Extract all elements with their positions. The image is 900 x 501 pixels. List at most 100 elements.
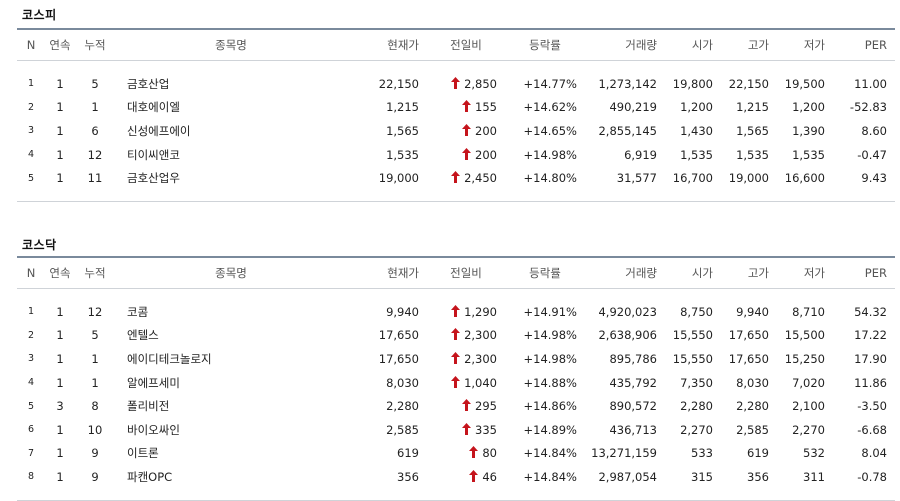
per-cell: -6.68 [857,422,887,437]
table-row: 1 1 5 금호산업 22,150 2,850 +14.77% 1,273,142 19,800… [17,72,895,96]
volume-cell: 6,919 [624,147,657,162]
streak-cell: 1 [56,147,64,162]
stock-name-link[interactable]: 파캔OPC [127,469,173,484]
cumulative-cell: 8 [91,399,99,414]
col-name-header: 종목명 [115,28,347,61]
up-arrow-icon [451,76,461,91]
open-cell: 16,700 [672,171,713,186]
col-n-header: N [17,28,45,61]
open-cell: 1,200 [680,100,713,115]
col-per-header: PER [833,28,895,61]
high-cell: 1,565 [736,123,769,138]
high-cell: 8,030 [736,375,769,390]
col-streak-header: 연속 [45,256,75,289]
cumulative-cell: 5 [91,328,99,343]
per-cell: -52.83 [849,100,887,115]
table-row: 4 1 12 티이씨앤코 1,535 200 +14.98% 6,919 1,535 1,535 1… [17,143,895,167]
price-cell: 17,650 [378,351,419,366]
high-cell: 9,940 [736,304,769,319]
price-cell: 356 [397,469,419,484]
stock-name-link[interactable]: 알에프세미 [127,375,180,390]
cumulative-cell: 9 [91,446,99,461]
col-cumulative-header: 누적 [75,256,115,289]
volume-cell: 435,792 [609,375,657,390]
low-cell: 16,600 [784,171,825,186]
rate-cell: +14.86% [523,399,578,414]
low-cell: 15,500 [784,328,825,343]
table-row: 3 1 6 신성에프에이 1,565 200 +14.65% 2,855,145 1,430 1,… [17,119,895,143]
kosdaq-title: 코스닥 [22,238,57,252]
table-row: 4 1 1 알에프세미 8,030 1,040 +14.88% 435,792 7,350 8,0… [17,371,895,395]
up-arrow-icon [451,304,461,319]
price-cell: 619 [397,446,419,461]
kospi-header: N 연속 누적 종목명 현재가 전일비 등락률 거래량 시가 고가 저가 PER [17,28,895,61]
volume-cell: 436,713 [609,422,657,437]
streak-cell: 1 [56,351,64,366]
per-cell: -0.47 [857,147,887,162]
cumulative-cell: 9 [91,469,99,484]
per-cell: 11.00 [854,76,887,91]
price-cell: 19,000 [378,171,419,186]
stock-name-link[interactable]: 폴리비전 [127,399,170,414]
high-cell: 1,535 [736,147,769,162]
stock-name-link[interactable]: 금호산업우 [127,171,180,186]
table-row: 5 3 8 폴리비전 2,280 295 +14.86% 890,572 2,280 2,280 2… [17,394,895,418]
rate-cell: +14.98% [523,147,578,162]
change-value: 155 [475,100,497,115]
high-cell: 619 [747,446,769,461]
open-cell: 315 [691,469,713,484]
rate-cell: +14.91% [523,304,578,319]
cumulative-cell: 12 [87,147,103,162]
volume-cell: 2,855,145 [598,123,657,138]
rate-cell: +14.84% [523,446,578,461]
streak-cell: 1 [56,446,64,461]
stock-name-link[interactable]: 신성에프에이 [127,123,191,138]
stock-name-link[interactable]: 엔텔스 [127,328,159,343]
high-cell: 22,150 [728,76,769,91]
col-high-header: 고가 [721,256,777,289]
stock-name-link[interactable]: 이트론 [127,446,159,461]
stock-name-link[interactable]: 바이오싸인 [127,422,180,437]
stock-name-link[interactable]: 코콤 [127,304,149,319]
high-cell: 356 [747,469,769,484]
row-number: 2 [27,101,35,113]
col-streak-header: 연속 [45,28,75,61]
low-cell: 2,270 [792,422,825,437]
stock-name-link[interactable]: 대호에이엘 [127,100,180,115]
row-number: 8 [27,471,35,483]
rate-cell: +14.98% [523,351,578,366]
change-value: 80 [482,446,497,461]
change-value: 1,290 [464,304,497,319]
col-per-header: PER [833,256,895,289]
streak-cell: 1 [56,100,64,115]
streak-cell: 1 [56,304,64,319]
price-cell: 22,150 [378,76,419,91]
up-arrow-icon [462,399,472,413]
price-cell: 1,535 [386,147,419,162]
low-cell: 532 [803,446,825,461]
change-cell: 2,300 [427,347,505,371]
open-cell: 15,550 [672,351,713,366]
change-cell: 200 [427,119,505,143]
change-value: 2,300 [464,328,497,343]
low-cell: 2,100 [792,399,825,414]
stock-name-link[interactable]: 티이씨앤코 [127,147,180,162]
streak-cell: 1 [56,328,64,343]
stock-name-link[interactable]: 에이디테크놀로지 [127,351,212,366]
price-cell: 8,030 [386,375,419,390]
change-cell: 2,850 [427,72,505,96]
change-cell: 295 [427,394,505,418]
price-cell: 9,940 [386,304,419,319]
volume-cell: 31,577 [616,171,657,186]
open-cell: 8,750 [680,304,713,319]
col-cumulative-header: 누적 [75,28,115,61]
price-cell: 2,585 [386,422,419,437]
volume-cell: 2,638,906 [598,328,657,343]
kosdaq-body: 1 1 12 코콤 9,940 1,290 +14.91% 4,920,023 8,750 9,9… [17,289,895,501]
rate-cell: +14.84% [523,469,578,484]
change-value: 1,040 [464,375,497,390]
streak-cell: 1 [56,469,64,484]
streak-cell: 1 [56,171,64,186]
stock-name-link[interactable]: 금호산업 [127,76,170,91]
per-cell: 17.22 [854,328,887,343]
